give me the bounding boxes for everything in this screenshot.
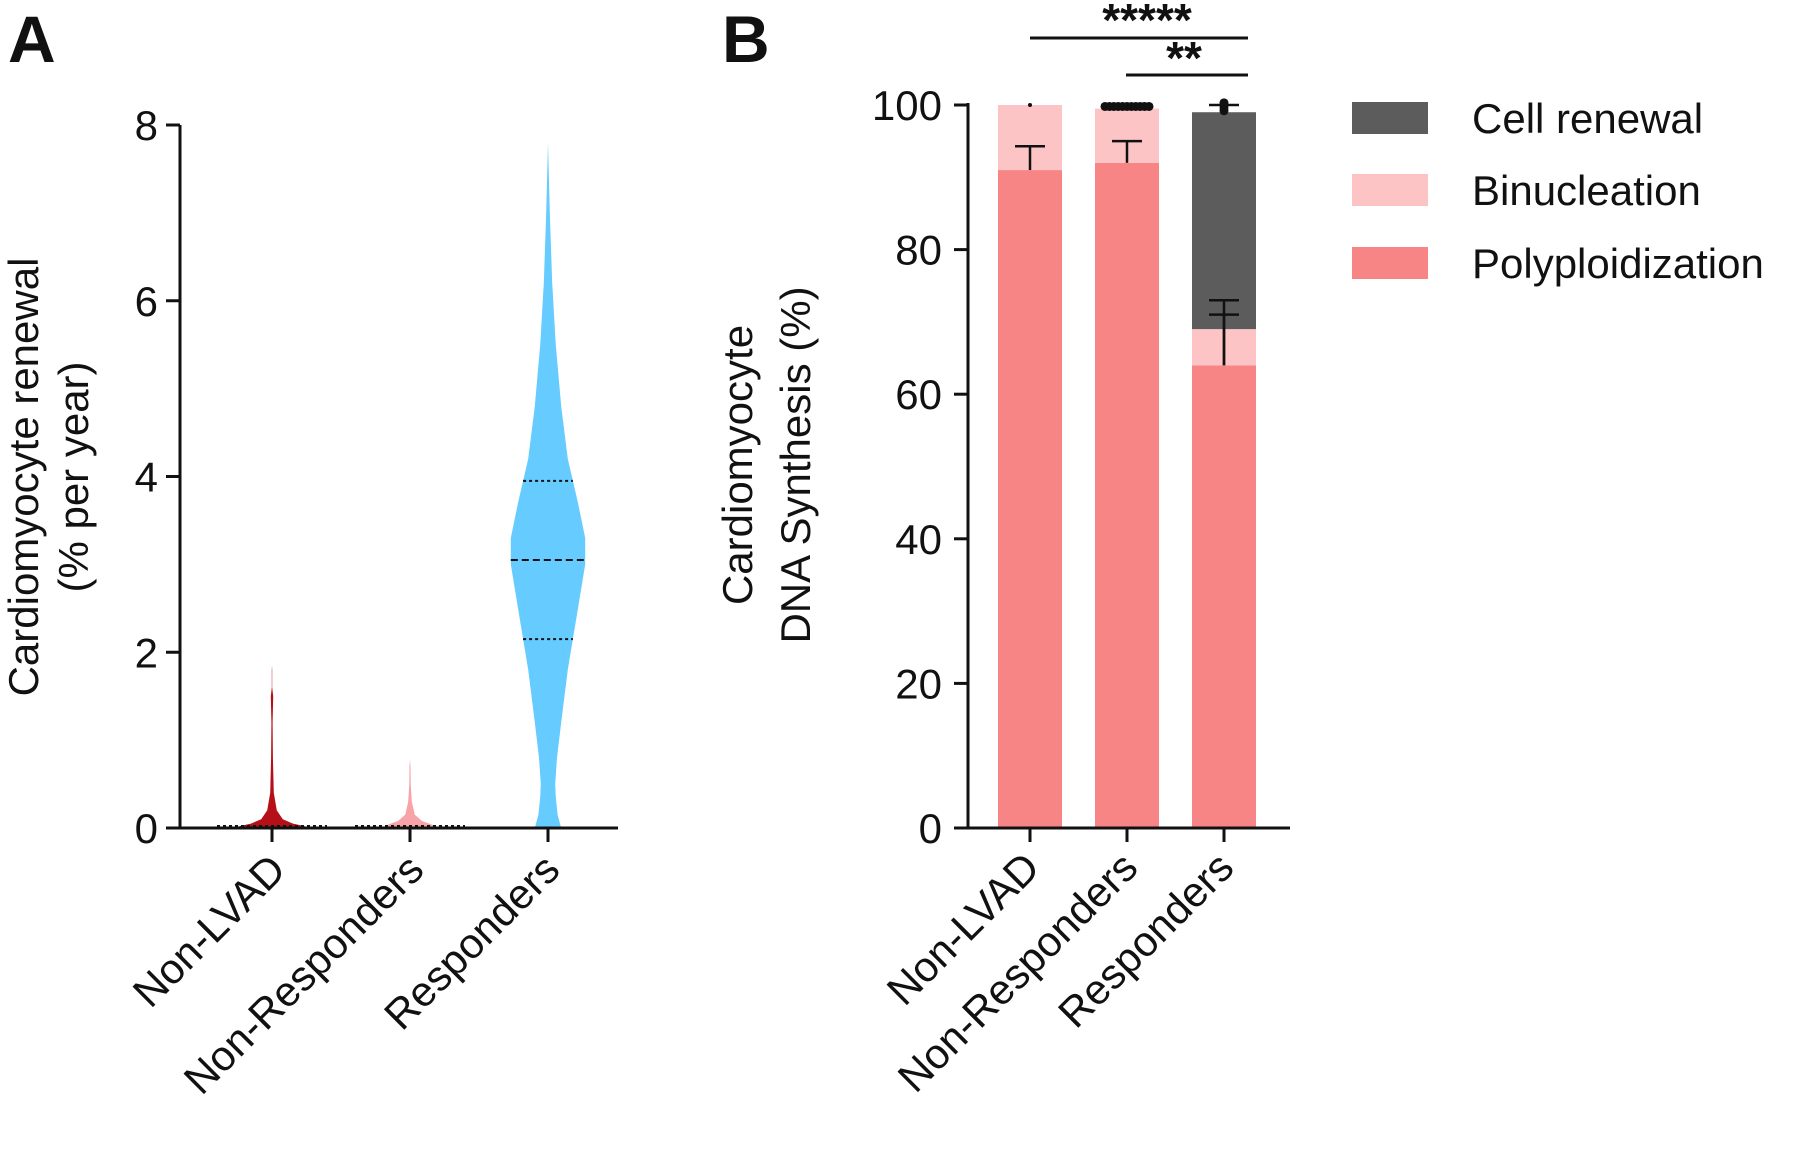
legend-label-cell-renewal: Cell renewal — [1472, 95, 1703, 142]
panel-b-y-tick-label: 60 — [895, 371, 942, 418]
panel-b-y-tick-label: 100 — [872, 82, 942, 129]
panel-b-y-label-line1: Cardiomyocyte — [714, 325, 761, 605]
panel-a-category-label-non-responders: Non-Responders — [175, 845, 433, 1103]
legend-swatch-cell-renewal — [1352, 102, 1428, 134]
bar-polyploidization-non-lvad — [998, 170, 1062, 828]
panel-a: A 0 2 4 6 8 Cardiomyocyte renewal (% per yea… — [0, 2, 618, 1103]
panel-b-bars — [998, 105, 1256, 829]
significance-label-non-lvad-vs-responders: ***** — [1102, 0, 1192, 46]
panel-b-y-ticks: 0 20 40 60 80 100 — [872, 82, 968, 852]
panel-a-y-tick-label: 0 — [135, 805, 158, 852]
legend: Cell renewal Binucleation Polyploidizati… — [1352, 95, 1764, 287]
panel-a-y-ticks: 0 2 4 6 8 — [135, 102, 180, 852]
legend-label-binucleation: Binucleation — [1472, 167, 1701, 214]
panel-a-y-tick-label: 4 — [135, 454, 158, 501]
panel-a-letter: A — [8, 2, 56, 76]
panel-a-x-ticks — [270, 828, 550, 842]
violin-non-lvad — [239, 665, 305, 828]
panel-b-y-label-line2: DNA Synthesis (%) — [772, 286, 819, 643]
data-point-non-lvad — [1028, 103, 1032, 107]
panel-b-x-ticks — [1028, 828, 1226, 842]
data-point-non-responders — [1144, 101, 1154, 111]
violin-non-responders — [386, 759, 434, 828]
significance-label-non-responders-vs-responders: ** — [1166, 32, 1202, 84]
bar-polyploidization-responders — [1192, 365, 1256, 828]
bar-cell-renewal-responders — [1192, 112, 1256, 330]
panel-b-y-tick-label: 40 — [895, 516, 942, 563]
data-point-responders — [1219, 98, 1229, 108]
panel-a-y-label-line2: (% per year) — [50, 361, 97, 592]
panel-a-y-tick-label: 8 — [135, 102, 158, 149]
panel-b: B 0 20 40 60 80 100 Cardiomyocyte DNA Synthes… — [714, 0, 1764, 1101]
panel-b-y-tick-label: 20 — [895, 660, 942, 707]
panel-b-y-tick-label: 80 — [895, 227, 942, 274]
legend-swatch-polyploidization — [1352, 247, 1428, 279]
legend-label-polyploidization: Polyploidization — [1472, 240, 1764, 287]
panel-b-y-tick-label: 0 — [919, 805, 942, 852]
legend-swatch-binucleation — [1352, 174, 1428, 206]
panel-a-y-tick-label: 2 — [135, 629, 158, 676]
panel-a-y-tick-label: 6 — [135, 278, 158, 325]
panel-b-data-points — [1028, 98, 1229, 116]
panel-a-violins — [217, 142, 586, 829]
violin-responders — [510, 142, 586, 829]
panel-a-y-label-line1: Cardiomyocyte renewal — [0, 258, 47, 697]
bar-polyploidization-non-responders — [1095, 162, 1159, 829]
panel-b-letter: B — [722, 2, 770, 76]
